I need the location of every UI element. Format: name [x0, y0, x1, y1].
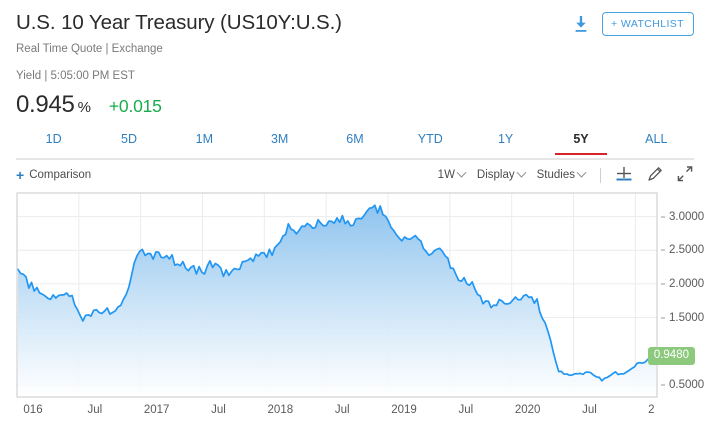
chart-area[interactable]: 3.0000 2.5000 2.0000 1.5000 0.5000 0.9480: [16, 192, 704, 398]
add-comparison-button[interactable]: + Comparison: [16, 166, 92, 183]
price-change: +0.015: [108, 96, 162, 116]
chart-toolbar-right: 1W Display Studies: [438, 165, 694, 186]
last-price: 0.945: [16, 91, 75, 118]
y-axis-tick: [661, 317, 665, 319]
y-axis-labels: 3.0000 2.5000 2.0000 1.5000 0.5000: [661, 192, 710, 398]
header-actions: + WATCHLIST: [572, 10, 694, 36]
title-row: U.S. 10 Year Treasury (US10Y:U.S.) + WAT…: [16, 10, 694, 36]
y-axis-tick: [661, 283, 665, 285]
x-axis-label: Jul: [87, 404, 103, 416]
x-axis-label: Jul: [458, 404, 474, 416]
plus-icon: +: [16, 166, 25, 183]
x-axis-label: 016: [23, 404, 43, 416]
tab-1d[interactable]: 1D: [45, 132, 62, 146]
display-label: Display: [476, 169, 515, 181]
interval-label: 1W: [437, 169, 455, 181]
display-dropdown[interactable]: Display: [476, 167, 527, 181]
tab-5d[interactable]: 5D: [121, 132, 137, 146]
x-axis-label: 2018: [267, 404, 294, 416]
tab-6m[interactable]: 6M: [346, 132, 364, 146]
expand-fullscreen-icon[interactable]: [676, 165, 694, 186]
y-axis-label: 2.0000: [669, 277, 705, 290]
tab-ytd[interactable]: YTD: [417, 132, 443, 146]
current-price-badge: 0.9480: [647, 346, 695, 365]
page-title: U.S. 10 Year Treasury (US10Y:U.S.): [16, 11, 342, 34]
tab-1y[interactable]: 1Y: [497, 132, 514, 146]
x-axis-label: Jul: [211, 404, 226, 416]
chart-toolbar: + Comparison 1W Display Studies: [16, 160, 694, 190]
yield-area-chart[interactable]: [16, 192, 694, 398]
studies-dropdown[interactable]: Studies: [536, 167, 587, 181]
chevron-down-icon: [576, 167, 587, 178]
tab-all[interactable]: ALL: [645, 132, 668, 146]
download-icon[interactable]: [572, 14, 590, 34]
y-axis-label: 1.5000: [669, 311, 705, 324]
y-axis-label: 0.5000: [669, 378, 705, 391]
add-to-watchlist-button[interactable]: + WATCHLIST: [602, 12, 694, 36]
x-axis-label: 2019: [391, 404, 417, 416]
yield-timestamp: Yield | 5:05:00 PM EST: [16, 70, 135, 82]
y-axis-label: 2.5000: [669, 244, 705, 257]
x-axis-label: 2017: [143, 404, 170, 416]
y-axis-tick: [661, 249, 665, 251]
crosshair-axis-icon[interactable]: [614, 165, 634, 186]
y-axis-tick: [661, 216, 665, 218]
y-axis-tick: [661, 384, 665, 386]
tab-3m[interactable]: 3M: [270, 132, 289, 146]
percent-sign: %: [77, 99, 91, 116]
y-axis-label: 3.0000: [669, 210, 705, 223]
quote-subtitle: Real Time Quote | Exchange: [16, 43, 163, 55]
quote-header: U.S. 10 Year Treasury (US10Y:U.S.) + WAT…: [0, 0, 710, 119]
studies-label: Studies: [536, 169, 575, 181]
chevron-down-icon: [456, 167, 467, 178]
x-axis-label: 2020: [514, 404, 541, 416]
toolbar-divider: [600, 167, 601, 183]
comparison-label: Comparison: [29, 169, 92, 181]
x-axis-label: 2: [648, 404, 655, 416]
range-tab-bar: 1D 5D 1M 3M 6M YTD 1Y 5Y ALL: [16, 132, 694, 160]
x-axis-labels: 016 Jul 2017 Jul 2018 Jul 2019 Jul 2020 Jul 2: [16, 404, 694, 420]
tab-1m[interactable]: 1M: [195, 132, 213, 146]
pencil-draw-icon[interactable]: [646, 165, 664, 186]
interval-dropdown[interactable]: 1W: [437, 167, 467, 181]
chevron-down-icon: [516, 167, 527, 178]
price-row: 0.945 % +0.015: [16, 91, 694, 119]
x-axis-label: Jul: [334, 404, 350, 416]
x-axis-label: Jul: [582, 404, 597, 416]
tab-5y[interactable]: 5Y: [543, 132, 618, 155]
